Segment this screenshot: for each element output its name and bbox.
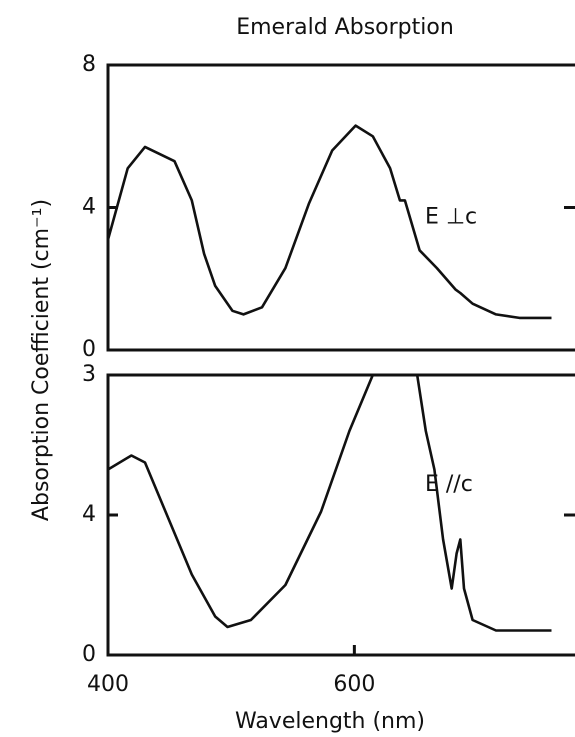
y-axis-label: Absorption Coefficient (cm⁻¹) <box>29 199 54 521</box>
axis-frame <box>106 63 575 352</box>
plot-area <box>108 124 552 320</box>
axis-frame <box>106 373 575 657</box>
spectrum-line <box>108 124 552 320</box>
spectrum-line <box>108 375 552 632</box>
y-tick-label: 3 <box>82 362 96 387</box>
x-tick-label: 400 <box>87 672 129 697</box>
polarization-label: E //c <box>425 472 473 497</box>
y-tick-label: 4 <box>82 502 96 527</box>
y-tick-label: 4 <box>82 195 96 220</box>
plot-area <box>108 375 552 632</box>
x-axis-label: Wavelength (nm) <box>235 709 425 734</box>
y-tick-label: 0 <box>82 642 96 667</box>
y-tick-label: 8 <box>82 52 96 77</box>
polarization-label: E ⊥c <box>425 205 477 230</box>
y-tick-label: 0 <box>82 337 96 362</box>
chart-title: Emerald Absorption <box>236 15 454 40</box>
x-tick-label: 600 <box>333 672 375 697</box>
